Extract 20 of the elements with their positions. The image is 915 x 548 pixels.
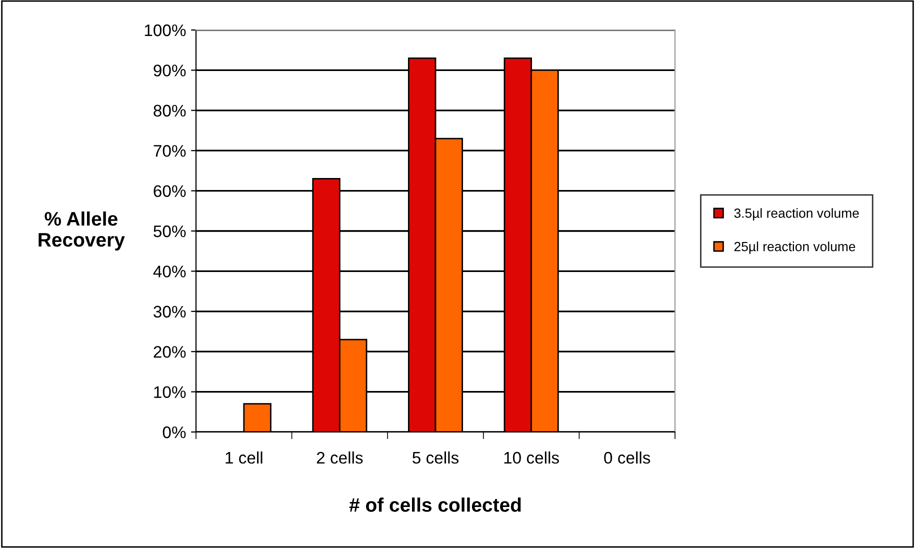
x-tick-label: 10 cells [504, 451, 559, 464]
y-tick-label: 20% [154, 346, 186, 358]
y-tick-label: 80% [154, 104, 186, 117]
x-axis-title: # of cells collected [349, 498, 521, 512]
y-tick-label: 70% [154, 145, 186, 157]
y-tick-label: 100% [144, 24, 186, 36]
legend-label: 3.5µl reaction volume [734, 208, 859, 220]
y-axis-title: % Allele Recovery [38, 211, 125, 251]
y-tick-label: 50% [154, 225, 186, 238]
x-tick-label: 0 cells [604, 451, 650, 464]
y-tick-label: 60% [154, 185, 186, 198]
x-tick-label: 5 cells [412, 451, 459, 464]
x-tick-label: 1 cell [226, 451, 262, 464]
y-tick-label: 0% [162, 426, 186, 438]
y-tick-label: 90% [154, 64, 186, 76]
legend-label: 25µl reaction volume [734, 242, 856, 254]
y-tick-label: 40% [153, 266, 186, 278]
x-tick-label: 2 cells [316, 451, 363, 464]
y-tick-label: 10% [154, 386, 186, 398]
y-tick-label: 30% [154, 306, 186, 318]
